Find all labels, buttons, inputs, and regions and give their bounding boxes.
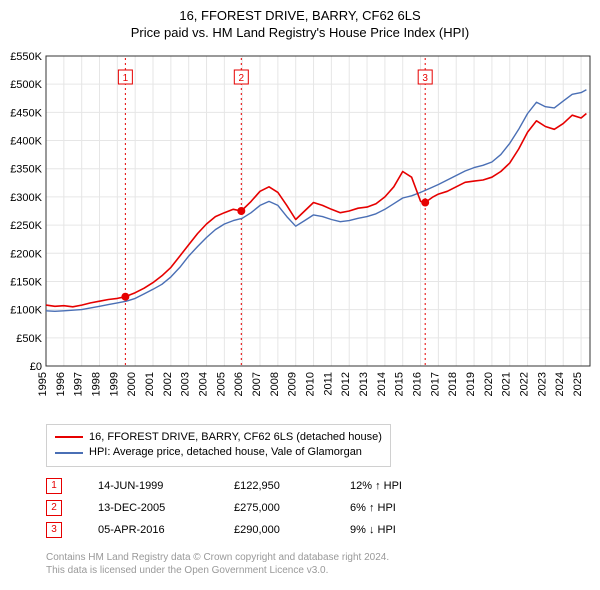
svg-text:2017: 2017: [429, 372, 441, 396]
svg-text:2020: 2020: [483, 372, 495, 396]
svg-text:2003: 2003: [180, 372, 192, 396]
svg-text:£0: £0: [30, 361, 42, 373]
svg-text:1995: 1995: [37, 372, 49, 396]
svg-text:1999: 1999: [108, 372, 120, 396]
legend: 16, FFOREST DRIVE, BARRY, CF62 6LS (deta…: [46, 424, 391, 467]
transaction-price: £290,000: [234, 519, 314, 541]
svg-text:2009: 2009: [287, 372, 299, 396]
svg-text:2023: 2023: [536, 372, 548, 396]
svg-text:2006: 2006: [233, 372, 245, 396]
legend-item: 16, FFOREST DRIVE, BARRY, CF62 6LS (deta…: [55, 430, 382, 445]
svg-text:2: 2: [239, 73, 245, 84]
svg-text:1996: 1996: [55, 372, 67, 396]
svg-text:2007: 2007: [251, 372, 263, 396]
svg-text:2014: 2014: [376, 372, 388, 396]
svg-text:£250K: £250K: [10, 220, 42, 232]
svg-text:£300K: £300K: [10, 192, 42, 204]
svg-text:1: 1: [123, 73, 129, 84]
svg-text:£50K: £50K: [16, 333, 42, 345]
svg-text:1997: 1997: [73, 372, 85, 396]
svg-text:2010: 2010: [305, 372, 317, 396]
title-subtitle: Price paid vs. HM Land Registry's House …: [0, 25, 600, 42]
transaction-date: 13-DEC-2005: [98, 497, 198, 519]
transaction-marker-box: 1: [46, 478, 62, 494]
transaction-date: 05-APR-2016: [98, 519, 198, 541]
svg-text:2018: 2018: [447, 372, 459, 396]
transaction-hpi: 6% ↑ HPI: [350, 497, 430, 519]
chart-container: 16, FFOREST DRIVE, BARRY, CF62 6LS Price…: [0, 0, 600, 578]
transaction-table: 1 14-JUN-1999 £122,950 12% ↑ HPI 2 13-DEC-200…: [46, 475, 570, 541]
svg-text:2011: 2011: [322, 372, 334, 396]
transaction-row: 2 13-DEC-2005 £275,000 6% ↑ HPI: [46, 497, 570, 519]
svg-text:2015: 2015: [394, 372, 406, 396]
transaction-row: 3 05-APR-2016 £290,000 9% ↓ HPI: [46, 519, 570, 541]
svg-text:2008: 2008: [269, 372, 281, 396]
transaction-price: £275,000: [234, 497, 314, 519]
legend-swatch: [55, 436, 83, 438]
svg-text:£350K: £350K: [10, 164, 42, 176]
transaction-date: 14-JUN-1999: [98, 475, 198, 497]
transaction-row: 1 14-JUN-1999 £122,950 12% ↑ HPI: [46, 475, 570, 497]
svg-text:2004: 2004: [198, 372, 210, 396]
svg-text:2005: 2005: [215, 372, 227, 396]
svg-text:3: 3: [422, 73, 428, 84]
svg-text:£100K: £100K: [10, 304, 42, 316]
chart-plot: £0 £50K £100K £150K £200K £250K £300K £350K £400…: [0, 48, 600, 418]
svg-text:2002: 2002: [162, 372, 174, 396]
svg-text:£550K: £550K: [10, 51, 42, 63]
svg-text:2024: 2024: [554, 372, 566, 396]
svg-text:2016: 2016: [412, 372, 424, 396]
svg-text:2000: 2000: [126, 372, 138, 396]
svg-text:£450K: £450K: [10, 107, 42, 119]
svg-text:2019: 2019: [465, 372, 477, 396]
svg-text:1998: 1998: [91, 372, 103, 396]
svg-text:£500K: £500K: [10, 79, 42, 91]
footnote: Contains HM Land Registry data © Crown c…: [46, 551, 570, 578]
legend-label: HPI: Average price, detached house, Vale…: [89, 445, 362, 460]
svg-text:2021: 2021: [501, 372, 513, 396]
transaction-marker-box: 2: [46, 500, 62, 516]
legend-item: HPI: Average price, detached house, Vale…: [55, 445, 382, 460]
transaction-marker-box: 3: [46, 522, 62, 538]
svg-text:2012: 2012: [340, 372, 352, 396]
title-address: 16, FFOREST DRIVE, BARRY, CF62 6LS: [0, 8, 600, 25]
transaction-price: £122,950: [234, 475, 314, 497]
transaction-hpi: 9% ↓ HPI: [350, 519, 430, 541]
svg-text:2013: 2013: [358, 372, 370, 396]
transaction-hpi: 12% ↑ HPI: [350, 475, 430, 497]
legend-swatch: [55, 452, 83, 454]
svg-text:£400K: £400K: [10, 135, 42, 147]
svg-text:£150K: £150K: [10, 276, 42, 288]
svg-text:2001: 2001: [144, 372, 156, 396]
footnote-line: This data is licensed under the Open Gov…: [46, 564, 570, 578]
legend-label: 16, FFOREST DRIVE, BARRY, CF62 6LS (deta…: [89, 430, 382, 445]
svg-text:2022: 2022: [519, 372, 531, 396]
svg-text:2025: 2025: [572, 372, 584, 396]
svg-text:£200K: £200K: [10, 248, 42, 260]
footnote-line: Contains HM Land Registry data © Crown c…: [46, 551, 570, 565]
